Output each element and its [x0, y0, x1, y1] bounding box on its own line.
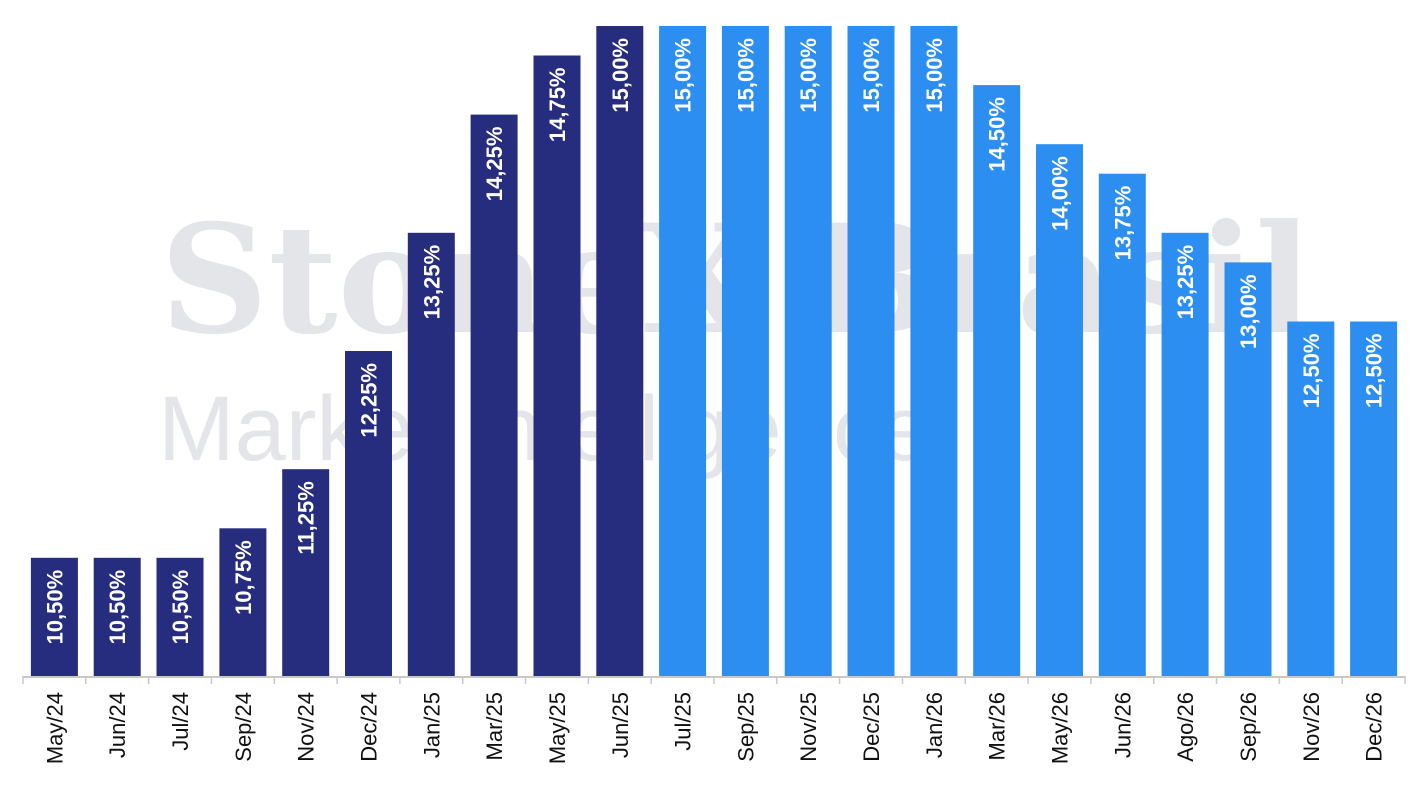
bar — [1287, 321, 1335, 676]
x-tick-label: Nov/24 — [294, 692, 319, 762]
bar-data-label: 14,75% — [545, 68, 570, 143]
bar-data-label: 13,75% — [1110, 186, 1135, 261]
bar — [156, 557, 204, 676]
x-tick-label: Jun/24 — [105, 692, 130, 758]
bar-data-label: 15,00% — [733, 38, 758, 113]
x-tick-label: Mar/25 — [482, 692, 507, 760]
bar-data-label: 14,00% — [1048, 156, 1073, 231]
x-tick-label: Dec/25 — [859, 692, 884, 762]
bar-labels-group: 10,50% 10,50% 10,50% 10,75% 11,25% 12,25% 13,2… — [42, 38, 1386, 644]
bars-group — [30, 26, 1398, 677]
bar — [345, 351, 392, 676]
bar — [407, 232, 455, 677]
bar-data-label: 12,50% — [1362, 334, 1387, 409]
x-tick-label: Nov/25 — [796, 692, 821, 762]
x-tick-label: Sep/26 — [1236, 692, 1261, 762]
bar-data-label: 15,00% — [859, 38, 884, 113]
bar-data-label: 15,00% — [922, 38, 947, 113]
bar — [93, 557, 141, 676]
x-tick-label: Jun/26 — [1110, 692, 1135, 758]
bar — [1036, 144, 1083, 676]
bar — [1224, 262, 1272, 676]
bar — [533, 55, 581, 676]
bar-data-label: 13,25% — [1173, 245, 1198, 320]
x-tick-labels-group: May/24 Jun/24 Jul/24 Sep/24 Nov/24 Dec/24 Jan/… — [42, 692, 1386, 764]
x-tick-label: Dec/24 — [357, 692, 382, 762]
bar — [721, 26, 769, 676]
bar-data-label: 12,25% — [357, 363, 382, 438]
bar — [596, 26, 644, 676]
bar — [1098, 173, 1146, 676]
bar-data-label: 13,25% — [419, 245, 444, 320]
bar-data-label: 10,50% — [168, 570, 193, 645]
bar-data-label: 15,00% — [608, 38, 633, 113]
x-tick-label: Nov/26 — [1299, 692, 1324, 762]
bar-data-label: 10,50% — [105, 570, 130, 645]
bar — [219, 528, 267, 676]
x-tick-label: Jan/25 — [419, 692, 444, 758]
x-ticks-group — [22, 676, 1406, 684]
bar — [30, 557, 78, 676]
bar — [470, 114, 518, 677]
x-tick-label: May/24 — [42, 692, 67, 764]
bar — [973, 85, 1021, 677]
bar — [659, 26, 707, 676]
bar-data-label: 12,50% — [1299, 334, 1324, 409]
bar-data-label: 10,75% — [231, 540, 256, 615]
bar — [1161, 232, 1209, 677]
bar-data-label: 10,50% — [42, 570, 67, 645]
x-tick-label: Sep/24 — [231, 692, 256, 762]
bar-data-label: 14,25% — [482, 127, 507, 202]
bar-data-label: 14,50% — [985, 97, 1010, 172]
x-tick-label: May/25 — [545, 692, 570, 764]
x-tick-label: May/26 — [1048, 692, 1073, 764]
bar — [847, 26, 895, 676]
x-tick-label: Jul/24 — [168, 692, 193, 751]
x-tick-label: Mar/26 — [985, 692, 1010, 760]
bar — [910, 26, 958, 676]
x-tick-label: Jun/25 — [608, 692, 633, 758]
bar — [282, 469, 330, 676]
bar — [784, 26, 832, 676]
x-tick-label: Ago/26 — [1173, 692, 1198, 762]
bar — [1350, 321, 1398, 676]
bar-data-label: 13,00% — [1236, 274, 1261, 349]
bar-data-label: 15,00% — [671, 38, 696, 113]
x-tick-label: Dec/26 — [1362, 692, 1387, 762]
bar-data-label: 11,25% — [294, 481, 319, 554]
x-tick-label: Jan/26 — [922, 692, 947, 758]
x-tick-label: Jul/25 — [671, 692, 696, 751]
x-tick-label: Sep/25 — [733, 692, 758, 762]
bar-data-label: 15,00% — [796, 38, 821, 113]
